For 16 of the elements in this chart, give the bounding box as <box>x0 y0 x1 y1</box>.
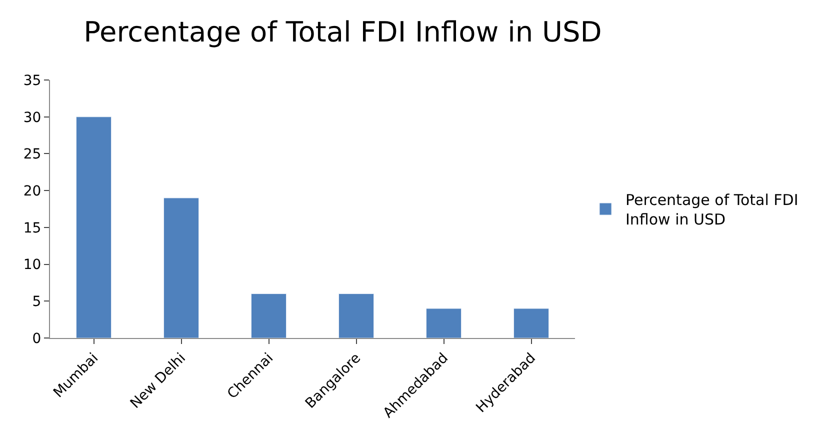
y-tick-label: 25 <box>23 146 42 163</box>
y-tick-label: 35 <box>23 72 42 89</box>
bar <box>514 308 549 338</box>
y-tick-label: 10 <box>23 257 42 274</box>
legend-label: Percentage of Total FDI Inflow in USD <box>626 191 798 229</box>
y-tick-label: 15 <box>23 220 42 236</box>
y-tick-label: 0 <box>32 330 42 347</box>
bar <box>76 116 112 338</box>
bar <box>426 308 462 338</box>
bar <box>251 294 286 338</box>
chart-title: Percentage of Total FDI Inflow in USD <box>84 15 602 48</box>
bar <box>164 198 199 338</box>
y-tick-label: 30 <box>23 110 42 126</box>
y-tick-label: 5 <box>32 294 42 310</box>
bar <box>338 294 374 338</box>
y-tick-label: 20 <box>23 183 42 200</box>
